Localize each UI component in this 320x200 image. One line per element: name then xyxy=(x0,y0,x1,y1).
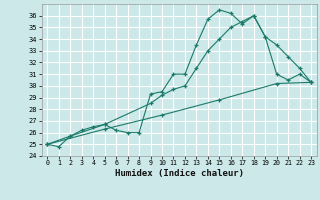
X-axis label: Humidex (Indice chaleur): Humidex (Indice chaleur) xyxy=(115,169,244,178)
